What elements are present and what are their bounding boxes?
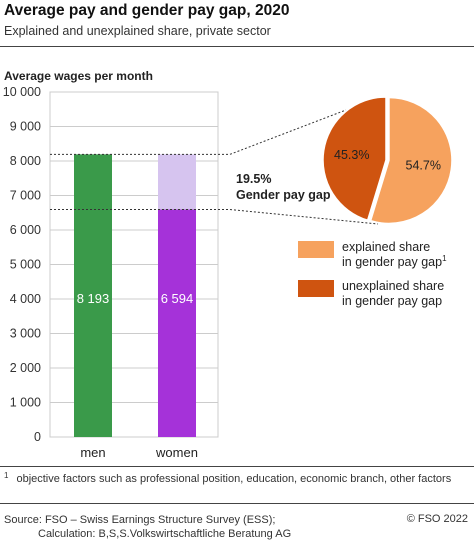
footer-divider-bottom <box>0 503 474 504</box>
bar-women <box>158 209 196 437</box>
chart-svg: 0 1 000 2 000 3 000 4 000 5 000 6 000 7 000 8 00… <box>3 85 453 460</box>
footer-divider-top <box>0 466 474 467</box>
y-tick-label: 6 000 <box>10 223 41 237</box>
y-tick-label: 9 000 <box>10 120 41 134</box>
footnote-text: objective factors such as professional p… <box>16 473 452 485</box>
legend-item-explained: explained share in gender pay gap1 <box>298 240 468 270</box>
x-tick-label-men: men <box>80 445 105 460</box>
pie-slice-unexplained <box>322 96 387 222</box>
source-line-2: Calculation: B,S,S.Volkswirtschaftliche … <box>38 528 292 540</box>
chart-subtitle: Explained and unexplained share, private… <box>4 24 271 38</box>
gap-label: Gender pay gap <box>236 188 331 202</box>
footnote-mark: 1 <box>4 471 9 480</box>
legend: explained share in gender pay gap1 unexp… <box>298 240 468 318</box>
legend-label-unexplained: unexplained share in gender pay gap <box>342 279 445 308</box>
legend-swatch-unexplained <box>298 280 334 297</box>
y-axis-title: Average wages per month <box>4 69 153 83</box>
pie-guide-upper <box>229 109 347 155</box>
legend-item-unexplained: unexplained share in gender pay gap <box>298 279 468 309</box>
y-tick-label: 1 000 <box>10 396 41 410</box>
pie-guide-lower <box>229 209 379 225</box>
y-tick-label: 0 <box>34 430 41 444</box>
y-tick-label: 4 000 <box>10 292 41 306</box>
chart-title: Average pay and gender pay gap, 2020 <box>4 2 290 19</box>
source-note: Source: FSO – Swiss Earnings Structure S… <box>4 513 291 541</box>
y-tick-label: 10 000 <box>3 85 41 99</box>
data-label-men: 8 193 <box>77 291 110 306</box>
y-tick-label: 7 000 <box>10 189 41 203</box>
gap-value: 19.5% <box>236 172 271 186</box>
y-tick-label: 3 000 <box>10 327 41 341</box>
copyright: © FSO 2022 <box>406 513 468 525</box>
source-line-1: Source: FSO – Swiss Earnings Structure S… <box>4 514 276 526</box>
footnote: 1 objective factors such as professional … <box>4 471 452 485</box>
pie-slice-explained <box>369 96 453 225</box>
gap-segment <box>158 154 196 210</box>
data-label-women: 6 594 <box>161 291 194 306</box>
pie-label-unexplained: 45.3% <box>334 148 369 162</box>
legend-label-explained: explained share in gender pay gap1 <box>342 240 447 269</box>
y-tick-label: 8 000 <box>10 154 41 168</box>
bar-men <box>74 154 112 438</box>
y-tick-label: 5 000 <box>10 258 41 272</box>
legend-swatch-explained <box>298 241 334 258</box>
pie-label-explained: 54.7% <box>406 159 441 173</box>
y-tick-label: 2 000 <box>10 361 41 375</box>
x-tick-label-women: women <box>155 445 198 460</box>
header-divider <box>0 46 474 47</box>
